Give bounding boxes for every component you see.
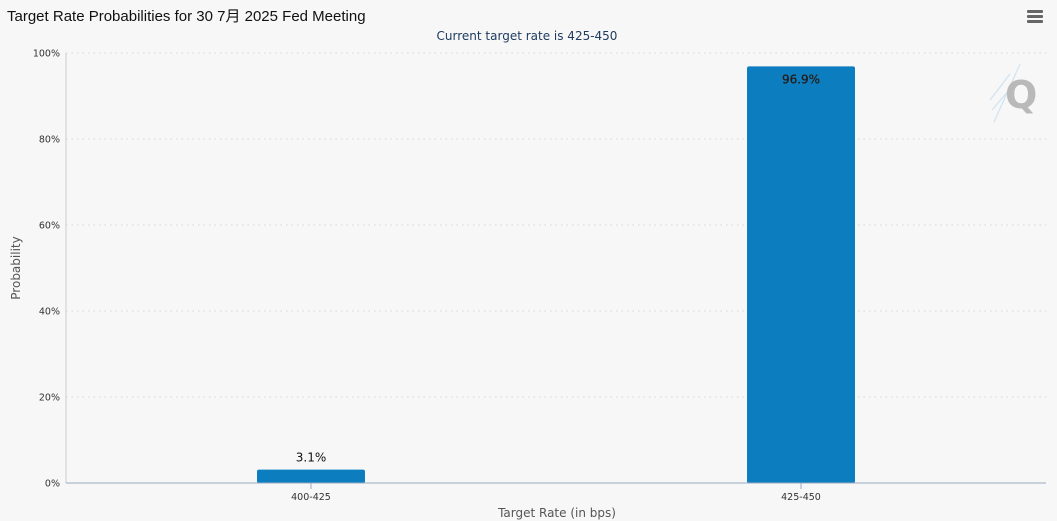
chart-subtitle: Current target rate is 425-450 — [437, 29, 618, 43]
x-axis-title: Target Rate (in bps) — [497, 506, 616, 520]
y-axis-ticks: 0% 20% 40% 60% 80% 100% — [33, 49, 60, 490]
y-axis-title: Probability — [9, 236, 23, 299]
y-tick-label: 40% — [39, 307, 60, 318]
y-tick-label: 60% — [39, 221, 60, 232]
y-tick-label: 80% — [39, 135, 60, 146]
data-label: 3.1% — [296, 451, 327, 465]
data-label: 96.9% — [782, 72, 820, 86]
hamburger-menu-icon[interactable] — [1027, 10, 1043, 23]
svg-text:Q: Q — [1005, 73, 1037, 117]
bar-400-425[interactable] — [257, 469, 365, 483]
y-tick-label: 100% — [33, 49, 60, 60]
bar-425-450[interactable] — [747, 66, 855, 483]
x-tick-label: 400-425 — [291, 492, 331, 503]
chart-title: Target Rate Probabilities for 30 7月 2025… — [7, 8, 366, 25]
y-tick-label: 0% — [45, 479, 60, 490]
grid-lines — [66, 52, 1046, 398]
x-axis-ticks: 400-425 425-450 — [291, 483, 821, 503]
quikstrike-q-logo-icon: Q — [989, 63, 1037, 123]
y-tick-label: 20% — [39, 393, 60, 404]
x-tick-label: 425-450 — [781, 492, 821, 503]
bars: 3.1% 96.9% — [257, 66, 855, 483]
